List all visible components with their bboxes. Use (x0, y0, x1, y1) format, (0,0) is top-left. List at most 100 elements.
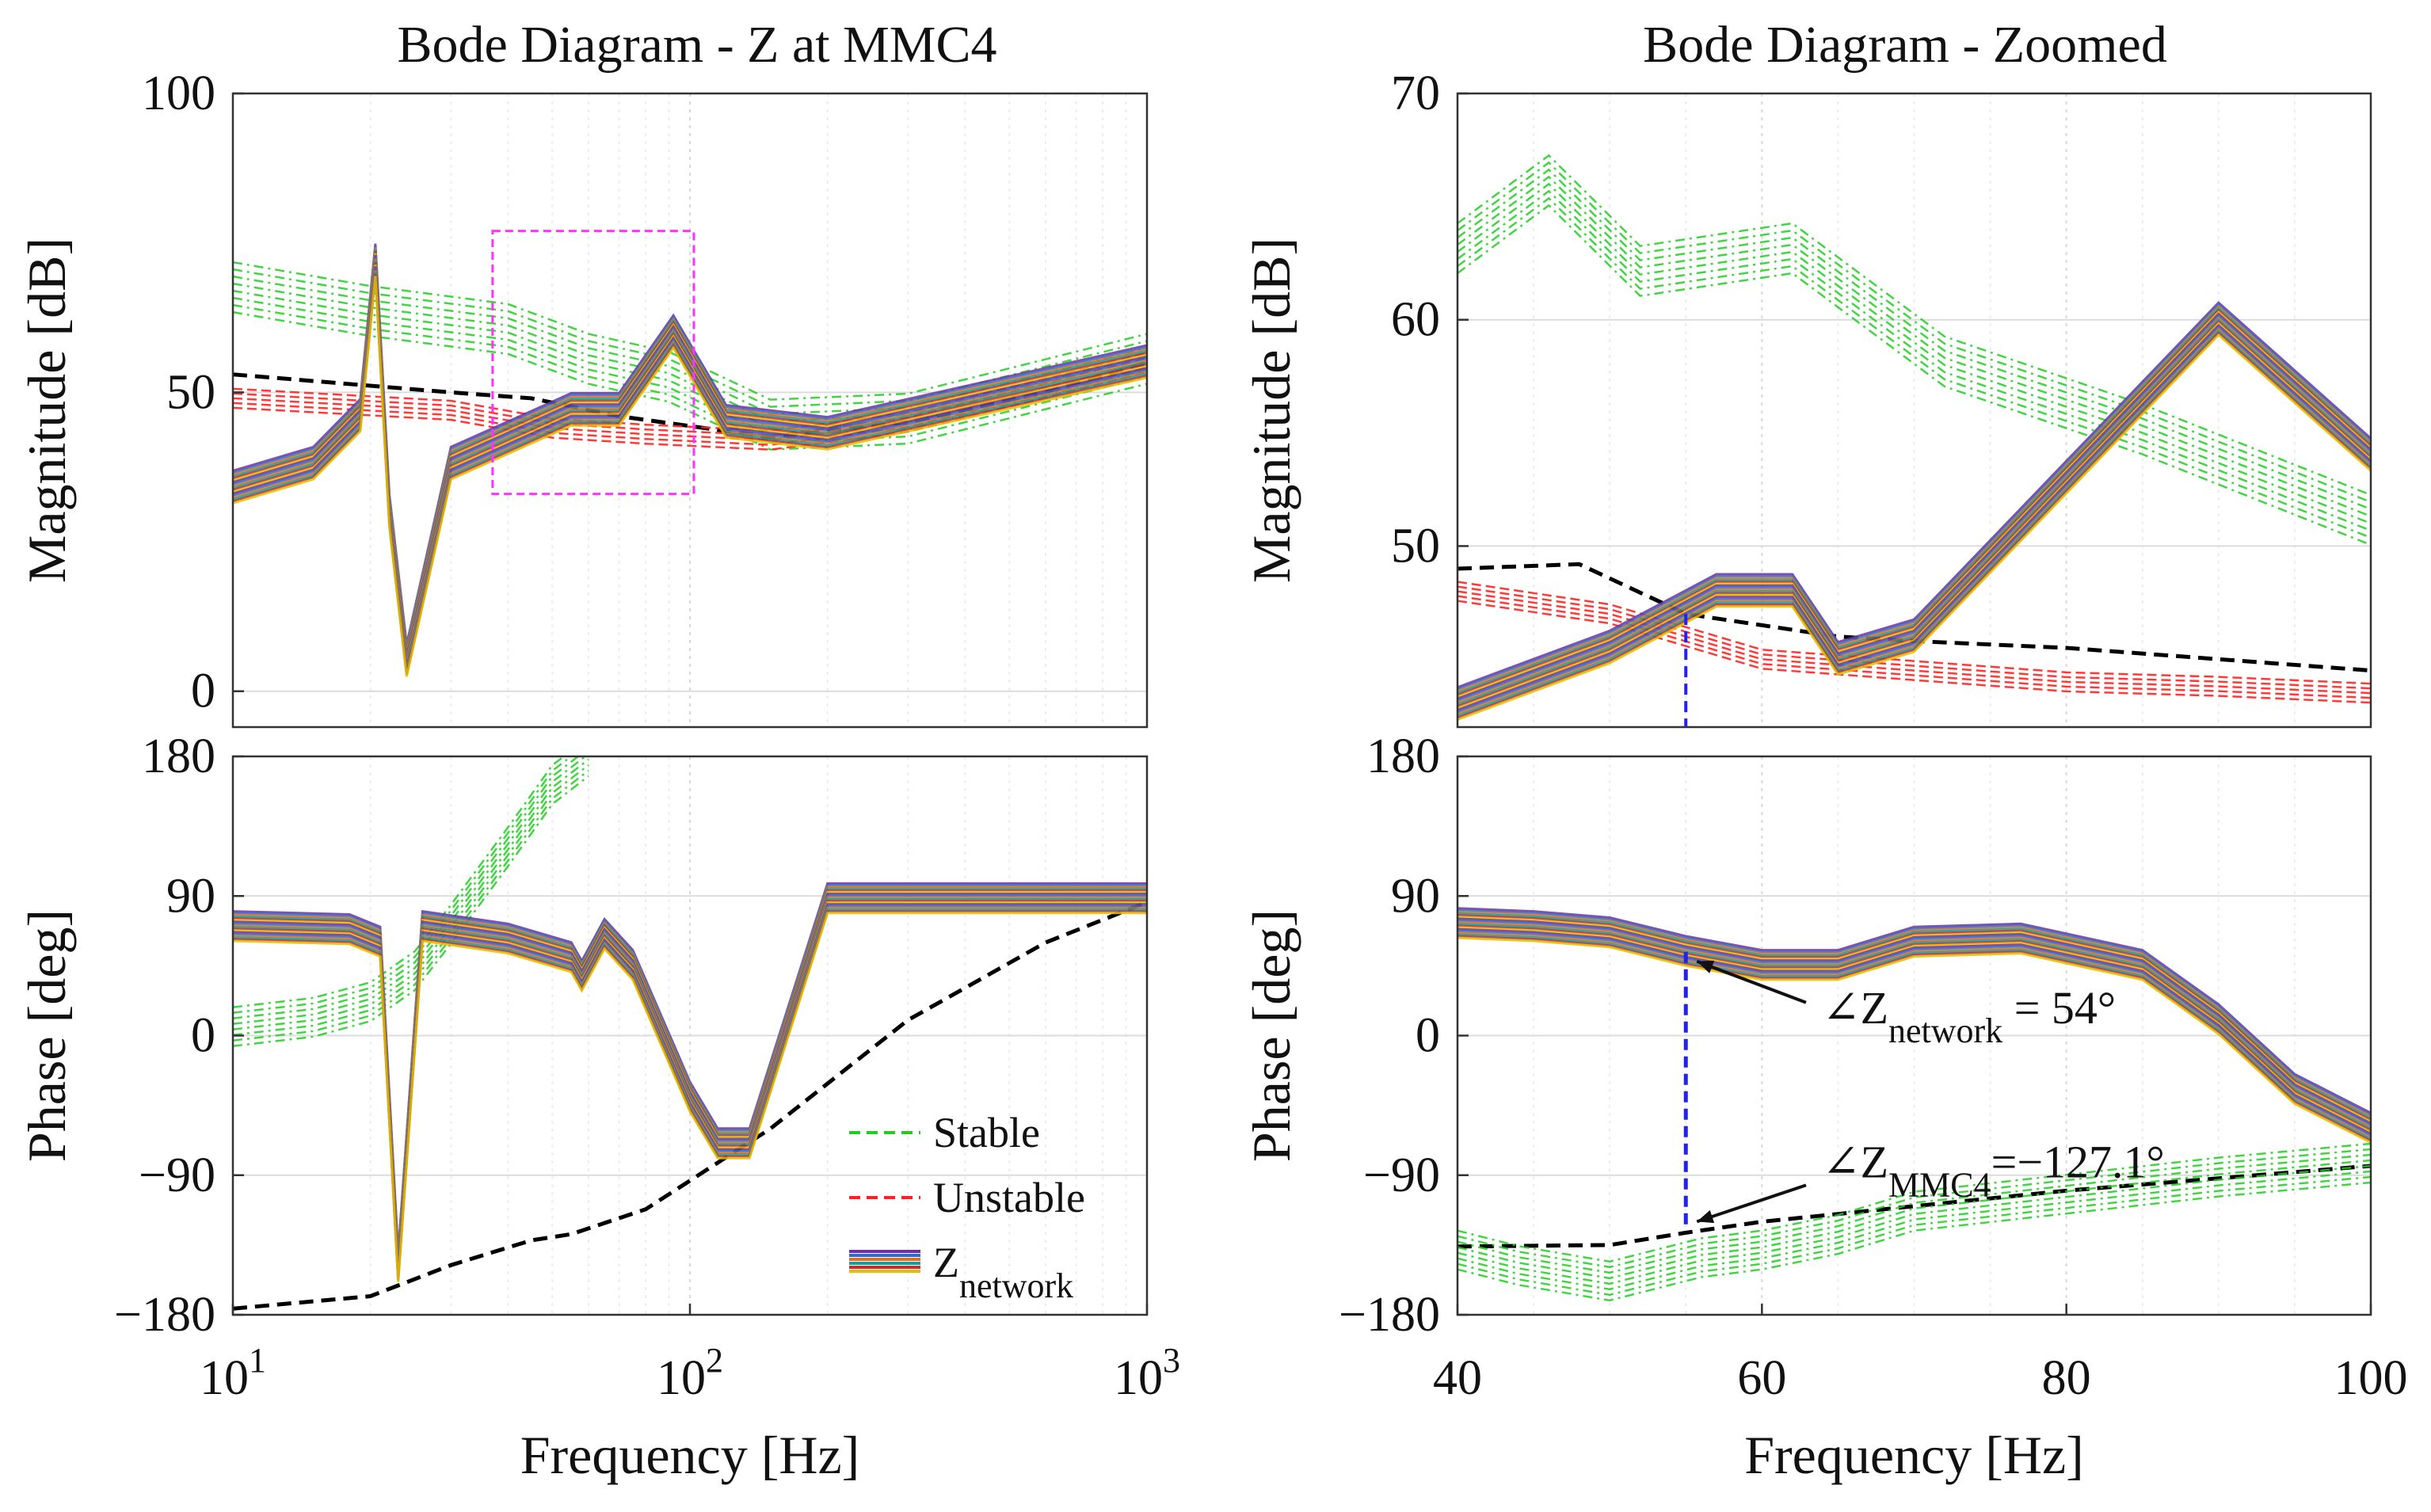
z-network-line (1457, 935, 2371, 1142)
y-tick-label: −180 (1339, 1288, 1440, 1342)
chart-title: Bode Diagram - Z at MMC4 (397, 16, 996, 74)
stable-line (1457, 1153, 2371, 1274)
unstable-line (1457, 595, 2371, 699)
stable-line (1457, 1170, 2371, 1291)
y-tick-label: 90 (1391, 869, 1440, 923)
x-tick-label: 40 (1433, 1351, 1482, 1405)
chart-right: Bode Diagram - Zoomed 50 60 70 Magnitude [dB… (1241, 16, 2408, 1485)
stable-line (1457, 168, 2371, 511)
z-network-line (1457, 333, 2371, 722)
x-axis-label: Frequency [Hz] (520, 1425, 860, 1485)
annotation-prefix: ∠Z (1822, 1136, 1888, 1187)
stable-line (233, 775, 589, 1047)
unstable-line (1457, 581, 2371, 685)
stable-line (233, 756, 566, 1008)
series-group (1457, 907, 2371, 1302)
magnitude-axis-label: Magnitude [dB] (1241, 238, 1301, 583)
annotation-arrow (1696, 959, 1807, 1004)
z-network-line (1457, 936, 2371, 1144)
annotation-arrow (1696, 1183, 1807, 1224)
phase-panel: −180 −90 0 90 180 Phase [deg] (17, 729, 1149, 1342)
annotation-text: ∠ZMMC4=−127.1° (1822, 1136, 2165, 1204)
x-tick-exponent: 2 (706, 1341, 723, 1380)
stable-line (1457, 1175, 2371, 1297)
legend: Stable Unstable Znetwork (849, 1109, 1085, 1305)
x-tick-label: 103 (1114, 1341, 1180, 1405)
annotation-sub: MMC4 (1888, 1165, 1991, 1204)
stable-line (233, 769, 589, 1042)
x-tick-label: 100 (2334, 1351, 2408, 1405)
y-tick-label: 180 (142, 729, 215, 783)
y-tick-label: −180 (114, 1288, 215, 1342)
mmc4-nominal-line (1457, 562, 2371, 673)
stable-line (1457, 1164, 2371, 1285)
x-tick-exponent: 3 (1163, 1341, 1180, 1380)
x-tick-base: 10 (657, 1351, 706, 1405)
zoom-highlight-box (491, 230, 695, 496)
annotation-sub: network (1888, 1011, 2002, 1050)
y-tick-label: 180 (1366, 729, 1440, 783)
mmc4-nominal-line (233, 360, 1147, 440)
unstable-line (1457, 585, 2371, 690)
y-tick-label: 70 (1391, 67, 1440, 120)
magnitude-panel: 0 50 100 Magnitude [dB] (17, 67, 1149, 729)
legend-label-stable: Stable (933, 1109, 1040, 1156)
y-tick-label: 90 (166, 869, 215, 923)
annotation-text: ∠Znetwork = 54° (1822, 982, 2116, 1050)
legend-label-sub: network (959, 1266, 1073, 1305)
z-network-line (1457, 926, 2371, 1133)
annotation-arrowhead (1697, 960, 1715, 973)
axes-frame (231, 92, 1149, 729)
z-network-line (1457, 933, 2371, 1141)
z-network-line (1457, 919, 2371, 1126)
unstable-line (1457, 600, 2371, 704)
z-network-line (1457, 912, 2371, 1120)
phase-axis-label: Phase [deg] (1241, 909, 1301, 1162)
stable-line (1457, 1159, 2371, 1280)
mmc4-nominal-line (1457, 1164, 2371, 1249)
mmc4-nominal-line (233, 900, 1147, 1311)
z-network-line (1457, 924, 2371, 1132)
chart-title: Bode Diagram - Zoomed (1643, 16, 2167, 74)
annotation-network: ∠Znetwork = 54° (1696, 959, 2116, 1050)
unstable-line (1457, 590, 2371, 695)
stable-line (1457, 196, 2371, 539)
stable-line (1457, 1148, 2371, 1269)
stable-line (1457, 204, 2371, 547)
y-tick-label: 50 (166, 365, 215, 419)
series-group (1457, 154, 2371, 722)
stable-line (233, 758, 589, 1030)
phase-axis-label: Phase [deg] (17, 909, 77, 1162)
phase-panel: −180 −90 0 90 180 Phase [deg] (1241, 729, 2372, 1342)
z-network-line (1457, 931, 2371, 1139)
legend-label-main: Z (933, 1239, 959, 1286)
z-network-line (1457, 916, 2371, 1123)
y-tick-label: 0 (1416, 1009, 1440, 1063)
z-network-line (1457, 923, 2371, 1130)
legend-label-z: Znetwork (933, 1239, 1073, 1305)
z-network-line (1457, 907, 2371, 1114)
axes-frame (1456, 92, 2372, 729)
z-network-line (233, 912, 1147, 1282)
x-axis-label: Frequency [Hz] (1744, 1425, 2084, 1485)
stable-line (233, 756, 573, 1014)
x-tick-label: 102 (657, 1341, 723, 1405)
stable-line (1457, 189, 2371, 532)
x-tick-exponent: 1 (249, 1341, 266, 1380)
magnitude-panel: 50 60 70 Magnitude [dB] (1241, 67, 2372, 729)
z-network-line (1457, 920, 2371, 1129)
x-tick-base: 10 (1114, 1351, 1163, 1405)
stable-line (233, 764, 589, 1036)
z-network-line (1457, 914, 2371, 1122)
annotation-value: =−127.1° (1991, 1136, 2165, 1187)
z-network-line (1457, 929, 2371, 1137)
x-tick-label: 101 (200, 1341, 266, 1405)
x-tick-label: 80 (2042, 1351, 2091, 1405)
stable-line (1457, 1181, 2371, 1302)
magnitude-axis-label: Magnitude [dB] (17, 238, 77, 583)
annotation-value: = 54° (2002, 982, 2116, 1034)
annotation-prefix: ∠Z (1822, 982, 1888, 1034)
stable-line (1457, 1142, 2371, 1263)
